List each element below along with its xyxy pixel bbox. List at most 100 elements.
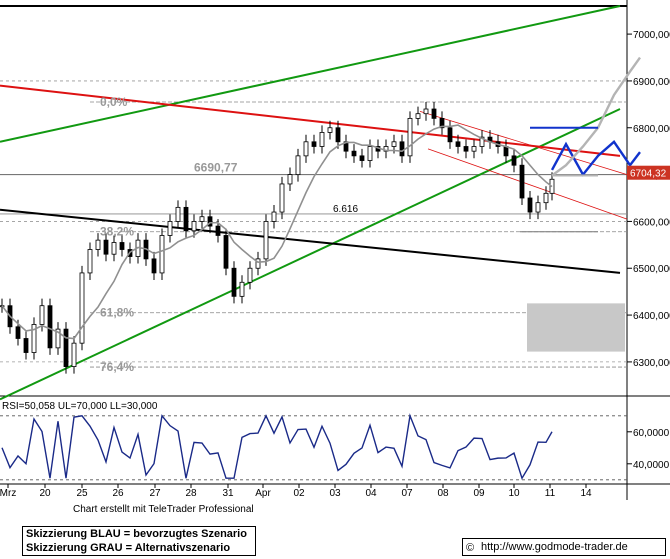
moving-average [1, 124, 553, 340]
candle-body [215, 225, 221, 236]
candle-body [159, 235, 165, 274]
candle-body [119, 242, 125, 250]
candle-body [255, 258, 261, 269]
candle-body [335, 127, 341, 143]
rsi-title: RSI=50,058 UL=70,000 LL=30,000 [2, 401, 158, 412]
x-tick-label: 04 [365, 488, 377, 499]
candle-body [47, 305, 53, 349]
candle-body [311, 141, 317, 147]
candle-body [191, 221, 197, 232]
candle-body [391, 141, 397, 147]
red-channel-lower [427, 148, 628, 220]
candle-body [367, 146, 373, 161]
candle-body [39, 305, 45, 325]
rsi-panel: RSI=50,058 UL=70,000 LL=30,000 60,0000 40,… [0, 401, 670, 481]
legend-grey-text: Skizzierung GRAU = Alternativszenario [26, 542, 231, 554]
candle-body [415, 113, 421, 119]
candle-body [319, 132, 325, 147]
candle-body [151, 258, 157, 274]
fib-label: 61,8% [100, 306, 134, 320]
price-tick-label: 6400,000 [633, 311, 670, 322]
current-price-tag [627, 165, 670, 180]
candle-body [399, 141, 405, 157]
candle-body [199, 216, 205, 222]
fib-label: 0,0% [100, 95, 128, 109]
candle-body [23, 338, 29, 353]
x-tick-label: 27 [149, 488, 161, 499]
candle-body [407, 117, 413, 157]
candle-body [271, 211, 277, 222]
candle-body [231, 267, 237, 297]
price-tick-label: 6300,000 [633, 358, 670, 369]
x-tick-label: Mrz [0, 488, 16, 499]
candle-body [327, 127, 333, 133]
candle-body [263, 221, 269, 260]
candle-body [295, 155, 301, 175]
x-tick-label: 02 [293, 488, 305, 499]
price-tick-label: 6900,000 [633, 77, 670, 88]
x-tick-label: 26 [112, 488, 124, 499]
x-tick-label: Apr [255, 488, 271, 499]
candle-body [535, 202, 541, 213]
created-with-note: Chart erstellt mit TeleTrader Profession… [73, 504, 254, 515]
candle-body [423, 108, 429, 115]
credit-url[interactable]: http://www.godmode-trader.de [481, 541, 628, 553]
candle-body [455, 141, 461, 147]
candle-body [31, 324, 37, 353]
candle-body [527, 197, 533, 213]
resistance-line [0, 84, 621, 157]
candle-body [279, 183, 285, 213]
x-tick-label: 28 [185, 488, 197, 499]
candle-body [503, 146, 509, 157]
candle-body [55, 328, 61, 349]
candle-body [359, 155, 365, 161]
candle-body [351, 150, 357, 157]
x-tick-label: 03 [329, 488, 341, 499]
x-tick-label: 11 [545, 488, 556, 499]
candle-body [463, 146, 469, 152]
channel-lower [0, 108, 621, 401]
fib-label: 76,4% [100, 360, 134, 374]
x-tick-label: 20 [39, 488, 51, 499]
time-axis: Mrz 20 25 26 27 28 31 Apr 02 03 04 07 08 09 10 11 14 [0, 484, 592, 499]
current-price-label: 6704,32 [630, 169, 667, 180]
x-tick-label: 07 [401, 488, 413, 499]
candle-body [79, 272, 85, 344]
support-line [0, 208, 621, 274]
legend-blue-text: Skizzierung BLAU = bevorzugtes Szenario [26, 528, 247, 540]
candle-body [87, 249, 93, 274]
rsi-tick-label: 40,0000 [633, 460, 670, 471]
level-label: 6690,77 [194, 161, 238, 175]
price-tick-label: 6500,000 [633, 264, 670, 275]
candle-body [71, 342, 77, 367]
price-tick-label: 6600,000 [633, 217, 670, 228]
candle-body [471, 146, 477, 152]
candle-body [303, 141, 309, 157]
candle-body [15, 326, 21, 339]
candle-body [63, 328, 69, 367]
channel-upper [0, 5, 621, 143]
candle-body [543, 192, 549, 204]
credit-box[interactable]: © http://www.godmode-trader.de [462, 538, 666, 556]
x-tick-label: 09 [473, 488, 485, 499]
scenario-blue [550, 140, 641, 177]
candle-body [183, 206, 189, 232]
x-tick-label: 25 [76, 488, 88, 499]
scenario-sketches [530, 56, 641, 177]
candle-body [479, 136, 485, 147]
level-label: 6.616 [333, 204, 358, 215]
copyright-icon: © [466, 542, 475, 554]
x-tick-label: 10 [508, 488, 520, 499]
scenario-legend: Skizzierung BLAU = bevorzugtes Szenario … [22, 526, 256, 556]
fib-label: 38,2% [100, 225, 134, 239]
candle-body [431, 108, 437, 119]
candle-body [287, 174, 293, 185]
candle-body [111, 242, 117, 255]
candle-body [207, 216, 213, 227]
candle-body [103, 239, 109, 255]
rsi-line [1, 413, 553, 480]
candle-body [239, 281, 245, 297]
